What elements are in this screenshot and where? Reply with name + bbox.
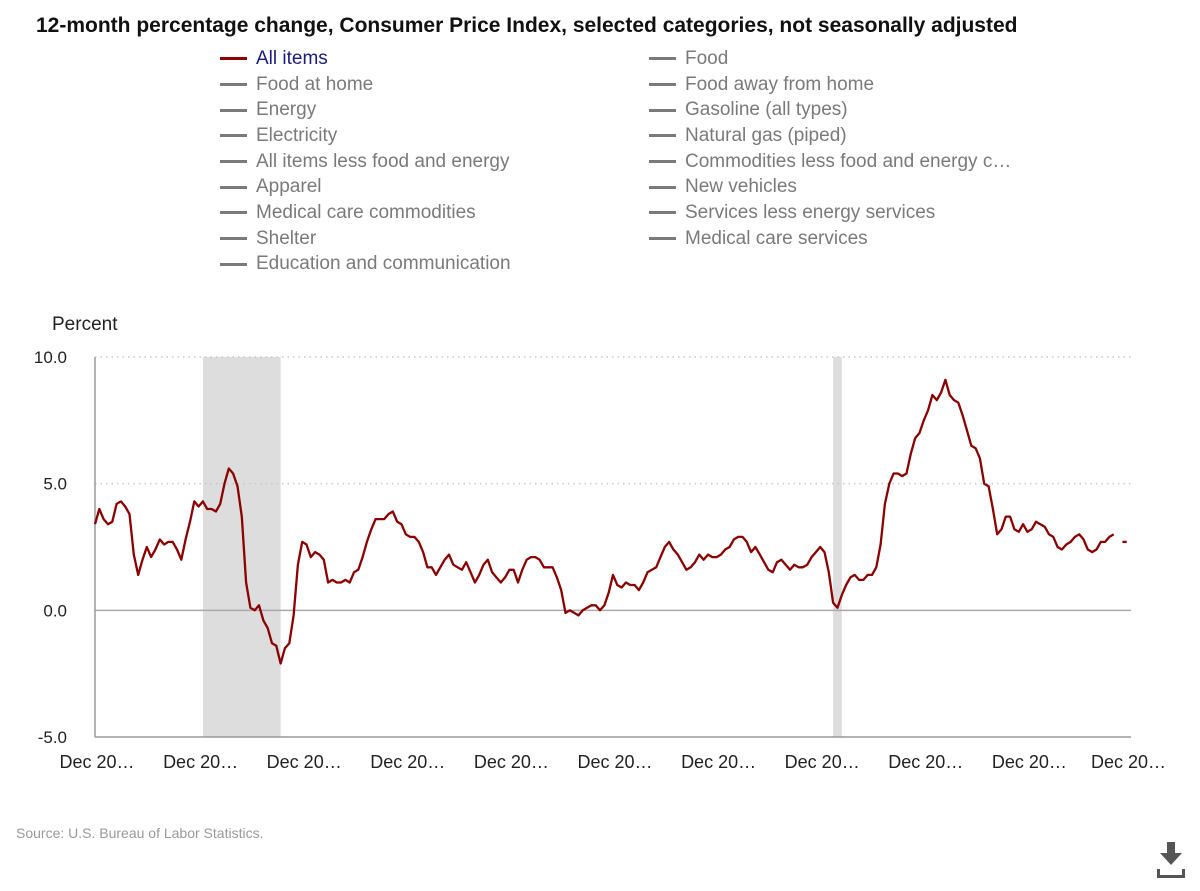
legend-label: Food at home	[256, 73, 374, 95]
legend-label: Medical care services	[685, 227, 868, 249]
x-tick-label: Dec 20…	[785, 752, 860, 772]
legend-label: Medical care commodities	[256, 201, 476, 223]
y-axis-label: Percent	[52, 314, 118, 335]
legend-item-new-vehicles[interactable]: New vehicles	[649, 174, 1011, 200]
legend-swatch	[220, 211, 247, 215]
legend-swatch	[220, 160, 247, 164]
legend-swatch	[649, 185, 676, 189]
x-tick-label: Dec 20…	[370, 752, 445, 772]
legend-item-food-at-home[interactable]: Food at home	[220, 72, 511, 98]
legend-column-2: Food Food away from home Gasoline (all t…	[649, 46, 1011, 252]
legend-label: Shelter	[256, 227, 317, 249]
legend-item-all-items[interactable]: All items	[220, 46, 511, 72]
legend-swatch	[220, 108, 247, 112]
legend-label: Commodities less food and energy c…	[685, 150, 1012, 172]
legend-label: Food away from home	[685, 73, 875, 95]
legend-item-food-away-from-home[interactable]: Food away from home	[649, 72, 1011, 98]
legend-column-1: All items Food at home Energy Electricit…	[220, 46, 511, 277]
legend-swatch	[220, 134, 247, 138]
x-tick-label: Dec 20…	[163, 752, 238, 772]
x-tick-label: Dec 20…	[474, 752, 549, 772]
source-note: Source: U.S. Bureau of Labor Statistics.	[16, 825, 264, 841]
recession-band	[833, 357, 842, 737]
legend-swatch	[220, 262, 247, 266]
legend-item-gasoline[interactable]: Gasoline (all types)	[649, 97, 1011, 123]
legend-swatch	[649, 83, 676, 87]
legend-label: Energy	[256, 99, 317, 121]
legend-swatch	[649, 108, 676, 112]
legend-label: All items less food and energy	[256, 150, 510, 172]
legend-item-medical-care-commodities[interactable]: Medical care commodities	[220, 200, 511, 226]
x-tick-label: Dec 20…	[267, 752, 342, 772]
legend-item-natural-gas[interactable]: Natural gas (piped)	[649, 123, 1011, 149]
legend-swatch	[220, 185, 247, 189]
legend-label: Apparel	[256, 176, 322, 198]
legend-swatch	[649, 160, 676, 164]
legend-swatch	[649, 134, 676, 138]
legend-label: Education and communication	[256, 253, 511, 275]
legend-item-apparel[interactable]: Apparel	[220, 174, 511, 200]
x-tick-label: Dec 20…	[888, 752, 963, 772]
legend-label: New vehicles	[685, 176, 797, 198]
y-tick-label: -5.0	[38, 728, 67, 747]
recession-band	[202, 357, 281, 737]
x-tick-label: Dec 20…	[1091, 752, 1166, 772]
legend-item-services-less-energy-services[interactable]: Services less energy services	[649, 200, 1011, 226]
legend-item-energy[interactable]: Energy	[220, 97, 511, 123]
y-tick-label: 10.0	[34, 348, 67, 367]
y-tick-label: 0.0	[43, 601, 67, 620]
legend-item-electricity[interactable]: Electricity	[220, 123, 511, 149]
x-tick-label: Dec 20…	[992, 752, 1067, 772]
legend-label: Gasoline (all types)	[685, 99, 848, 121]
legend-item-all-items-less-food-and-energy[interactable]: All items less food and energy	[220, 149, 511, 175]
x-tick-label: Dec 20…	[59, 752, 134, 772]
x-tick-label: Dec 20…	[681, 752, 756, 772]
series-line-all-items	[93, 378, 1115, 665]
legend-label: Natural gas (piped)	[685, 124, 847, 146]
legend-label: Electricity	[256, 124, 338, 146]
legend-swatch	[220, 83, 247, 87]
legend-label: All items	[256, 47, 328, 69]
legend-item-shelter[interactable]: Shelter	[220, 226, 511, 252]
download-icon	[1157, 842, 1185, 878]
legend-item-medical-care-services[interactable]: Medical care services	[649, 226, 1011, 252]
legend-label: Food	[685, 47, 729, 69]
chart-title: 12-month percentage change, Consumer Pri…	[36, 14, 1018, 37]
x-tick-label: Dec 20…	[577, 752, 652, 772]
legend-swatch	[220, 57, 247, 61]
y-tick-label: 5.0	[43, 475, 67, 494]
legend-swatch	[649, 57, 676, 61]
legend-item-commodities-less-food-and-energy[interactable]: Commodities less food and energy c…	[649, 149, 1011, 175]
download-button[interactable]	[1156, 840, 1186, 880]
legend-item-education-and-communication[interactable]: Education and communication	[220, 252, 511, 278]
legend-item-food[interactable]: Food	[649, 46, 1011, 72]
legend-swatch	[649, 211, 676, 215]
legend-swatch	[220, 237, 247, 241]
legend-label: Services less energy services	[685, 201, 936, 223]
legend-swatch	[649, 237, 676, 241]
